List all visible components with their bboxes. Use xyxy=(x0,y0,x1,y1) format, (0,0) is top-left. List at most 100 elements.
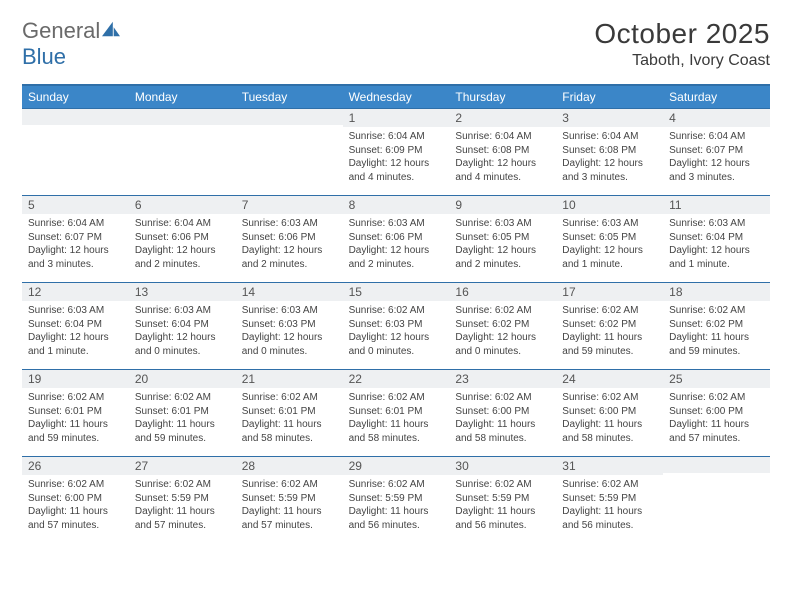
day-cell xyxy=(129,109,236,195)
dow-cell: Sunday xyxy=(22,86,129,108)
day-detail-line: Sunrise: 6:03 AM xyxy=(135,304,230,318)
day-detail-line: Sunset: 6:01 PM xyxy=(135,405,230,419)
day-details: Sunrise: 6:03 AMSunset: 6:05 PMDaylight:… xyxy=(449,214,556,275)
day-detail-line: Sunset: 5:59 PM xyxy=(455,492,550,506)
day-detail-line: Sunrise: 6:02 AM xyxy=(349,304,444,318)
day-detail-line: Sunset: 6:00 PM xyxy=(669,405,764,419)
day-detail-line: Daylight: 11 hours and 59 minutes. xyxy=(669,331,764,358)
day-cell: 3Sunrise: 6:04 AMSunset: 6:08 PMDaylight… xyxy=(556,109,663,195)
day-cell: 11Sunrise: 6:03 AMSunset: 6:04 PMDayligh… xyxy=(663,196,770,282)
day-number: 3 xyxy=(556,109,663,127)
day-detail-line: Sunset: 6:01 PM xyxy=(349,405,444,419)
day-cell: 23Sunrise: 6:02 AMSunset: 6:00 PMDayligh… xyxy=(449,370,556,456)
day-number xyxy=(236,109,343,125)
day-detail-line: Daylight: 11 hours and 59 minutes. xyxy=(562,331,657,358)
day-detail-line: Sunset: 6:00 PM xyxy=(562,405,657,419)
day-detail-line: Sunset: 6:02 PM xyxy=(562,318,657,332)
day-detail-line: Sunrise: 6:02 AM xyxy=(242,478,337,492)
day-detail-line: Sunset: 6:02 PM xyxy=(669,318,764,332)
day-number: 14 xyxy=(236,283,343,301)
day-cell xyxy=(236,109,343,195)
day-detail-line: Sunset: 6:00 PM xyxy=(28,492,123,506)
day-detail-line: Sunset: 6:02 PM xyxy=(455,318,550,332)
day-detail-line: Sunrise: 6:03 AM xyxy=(242,304,337,318)
day-detail-line: Sunrise: 6:04 AM xyxy=(562,130,657,144)
dow-cell: Wednesday xyxy=(343,86,450,108)
day-detail-line: Sunrise: 6:03 AM xyxy=(669,217,764,231)
day-details: Sunrise: 6:03 AMSunset: 6:05 PMDaylight:… xyxy=(556,214,663,275)
day-number: 15 xyxy=(343,283,450,301)
day-detail-line: Daylight: 12 hours and 1 minute. xyxy=(28,331,123,358)
day-detail-line: Sunset: 6:07 PM xyxy=(669,144,764,158)
day-cell: 26Sunrise: 6:02 AMSunset: 6:00 PMDayligh… xyxy=(22,457,129,543)
day-detail-line: Daylight: 11 hours and 57 minutes. xyxy=(242,505,337,532)
day-details: Sunrise: 6:02 AMSunset: 6:02 PMDaylight:… xyxy=(449,301,556,362)
day-detail-line: Sunset: 6:06 PM xyxy=(242,231,337,245)
day-cell: 12Sunrise: 6:03 AMSunset: 6:04 PMDayligh… xyxy=(22,283,129,369)
day-details: Sunrise: 6:02 AMSunset: 6:01 PMDaylight:… xyxy=(129,388,236,449)
day-cell: 16Sunrise: 6:02 AMSunset: 6:02 PMDayligh… xyxy=(449,283,556,369)
day-detail-line: Daylight: 11 hours and 58 minutes. xyxy=(455,418,550,445)
day-cell: 27Sunrise: 6:02 AMSunset: 5:59 PMDayligh… xyxy=(129,457,236,543)
day-cell: 13Sunrise: 6:03 AMSunset: 6:04 PMDayligh… xyxy=(129,283,236,369)
day-cell: 21Sunrise: 6:02 AMSunset: 6:01 PMDayligh… xyxy=(236,370,343,456)
logo-word2: Blue xyxy=(22,44,66,69)
day-detail-line: Sunrise: 6:02 AM xyxy=(135,391,230,405)
day-detail-line: Sunset: 6:05 PM xyxy=(562,231,657,245)
day-detail-line: Daylight: 12 hours and 1 minute. xyxy=(669,244,764,271)
day-detail-line: Sunrise: 6:04 AM xyxy=(455,130,550,144)
day-number: 1 xyxy=(343,109,450,127)
day-detail-line: Sunset: 5:59 PM xyxy=(242,492,337,506)
day-detail-line: Sunset: 6:05 PM xyxy=(455,231,550,245)
day-details: Sunrise: 6:03 AMSunset: 6:06 PMDaylight:… xyxy=(343,214,450,275)
day-detail-line: Sunset: 6:00 PM xyxy=(455,405,550,419)
day-details: Sunrise: 6:02 AMSunset: 5:59 PMDaylight:… xyxy=(556,475,663,536)
day-number: 10 xyxy=(556,196,663,214)
day-cell: 1Sunrise: 6:04 AMSunset: 6:09 PMDaylight… xyxy=(343,109,450,195)
day-detail-line: Sunset: 6:03 PM xyxy=(349,318,444,332)
day-cell: 4Sunrise: 6:04 AMSunset: 6:07 PMDaylight… xyxy=(663,109,770,195)
day-cell: 20Sunrise: 6:02 AMSunset: 6:01 PMDayligh… xyxy=(129,370,236,456)
day-detail-line: Sunset: 6:01 PM xyxy=(28,405,123,419)
calendar: SundayMondayTuesdayWednesdayThursdayFrid… xyxy=(22,84,770,543)
day-detail-line: Daylight: 11 hours and 56 minutes. xyxy=(455,505,550,532)
day-cell: 9Sunrise: 6:03 AMSunset: 6:05 PMDaylight… xyxy=(449,196,556,282)
day-details: Sunrise: 6:02 AMSunset: 6:02 PMDaylight:… xyxy=(663,301,770,362)
day-detail-line: Daylight: 12 hours and 0 minutes. xyxy=(455,331,550,358)
day-details: Sunrise: 6:04 AMSunset: 6:08 PMDaylight:… xyxy=(449,127,556,188)
day-detail-line: Daylight: 11 hours and 58 minutes. xyxy=(242,418,337,445)
dow-cell: Monday xyxy=(129,86,236,108)
day-cell: 10Sunrise: 6:03 AMSunset: 6:05 PMDayligh… xyxy=(556,196,663,282)
day-details: Sunrise: 6:02 AMSunset: 6:00 PMDaylight:… xyxy=(663,388,770,449)
day-details: Sunrise: 6:03 AMSunset: 6:04 PMDaylight:… xyxy=(129,301,236,362)
day-cell: 7Sunrise: 6:03 AMSunset: 6:06 PMDaylight… xyxy=(236,196,343,282)
day-cell: 14Sunrise: 6:03 AMSunset: 6:03 PMDayligh… xyxy=(236,283,343,369)
day-details: Sunrise: 6:02 AMSunset: 6:00 PMDaylight:… xyxy=(556,388,663,449)
day-number: 26 xyxy=(22,457,129,475)
day-detail-line: Daylight: 12 hours and 0 minutes. xyxy=(135,331,230,358)
day-detail-line: Sunrise: 6:04 AM xyxy=(135,217,230,231)
day-detail-line: Sunrise: 6:02 AM xyxy=(28,478,123,492)
day-details: Sunrise: 6:02 AMSunset: 5:59 PMDaylight:… xyxy=(449,475,556,536)
day-detail-line: Sunrise: 6:02 AM xyxy=(455,304,550,318)
sail-icon xyxy=(100,20,122,38)
day-number xyxy=(22,109,129,125)
day-details: Sunrise: 6:04 AMSunset: 6:06 PMDaylight:… xyxy=(129,214,236,275)
day-details: Sunrise: 6:02 AMSunset: 6:01 PMDaylight:… xyxy=(236,388,343,449)
day-details: Sunrise: 6:02 AMSunset: 5:59 PMDaylight:… xyxy=(129,475,236,536)
day-number: 30 xyxy=(449,457,556,475)
logo-word1: General xyxy=(22,18,100,43)
day-detail-line: Sunrise: 6:03 AM xyxy=(455,217,550,231)
day-details: Sunrise: 6:03 AMSunset: 6:03 PMDaylight:… xyxy=(236,301,343,362)
day-detail-line: Sunset: 6:04 PM xyxy=(669,231,764,245)
day-detail-line: Daylight: 11 hours and 56 minutes. xyxy=(562,505,657,532)
header: General Blue October 2025 Taboth, Ivory … xyxy=(22,18,770,70)
day-cell: 15Sunrise: 6:02 AMSunset: 6:03 PMDayligh… xyxy=(343,283,450,369)
day-details: Sunrise: 6:03 AMSunset: 6:06 PMDaylight:… xyxy=(236,214,343,275)
week-row: 19Sunrise: 6:02 AMSunset: 6:01 PMDayligh… xyxy=(22,369,770,456)
day-number: 2 xyxy=(449,109,556,127)
day-cell: 17Sunrise: 6:02 AMSunset: 6:02 PMDayligh… xyxy=(556,283,663,369)
day-number: 27 xyxy=(129,457,236,475)
day-details: Sunrise: 6:02 AMSunset: 6:00 PMDaylight:… xyxy=(449,388,556,449)
week-row: 12Sunrise: 6:03 AMSunset: 6:04 PMDayligh… xyxy=(22,282,770,369)
